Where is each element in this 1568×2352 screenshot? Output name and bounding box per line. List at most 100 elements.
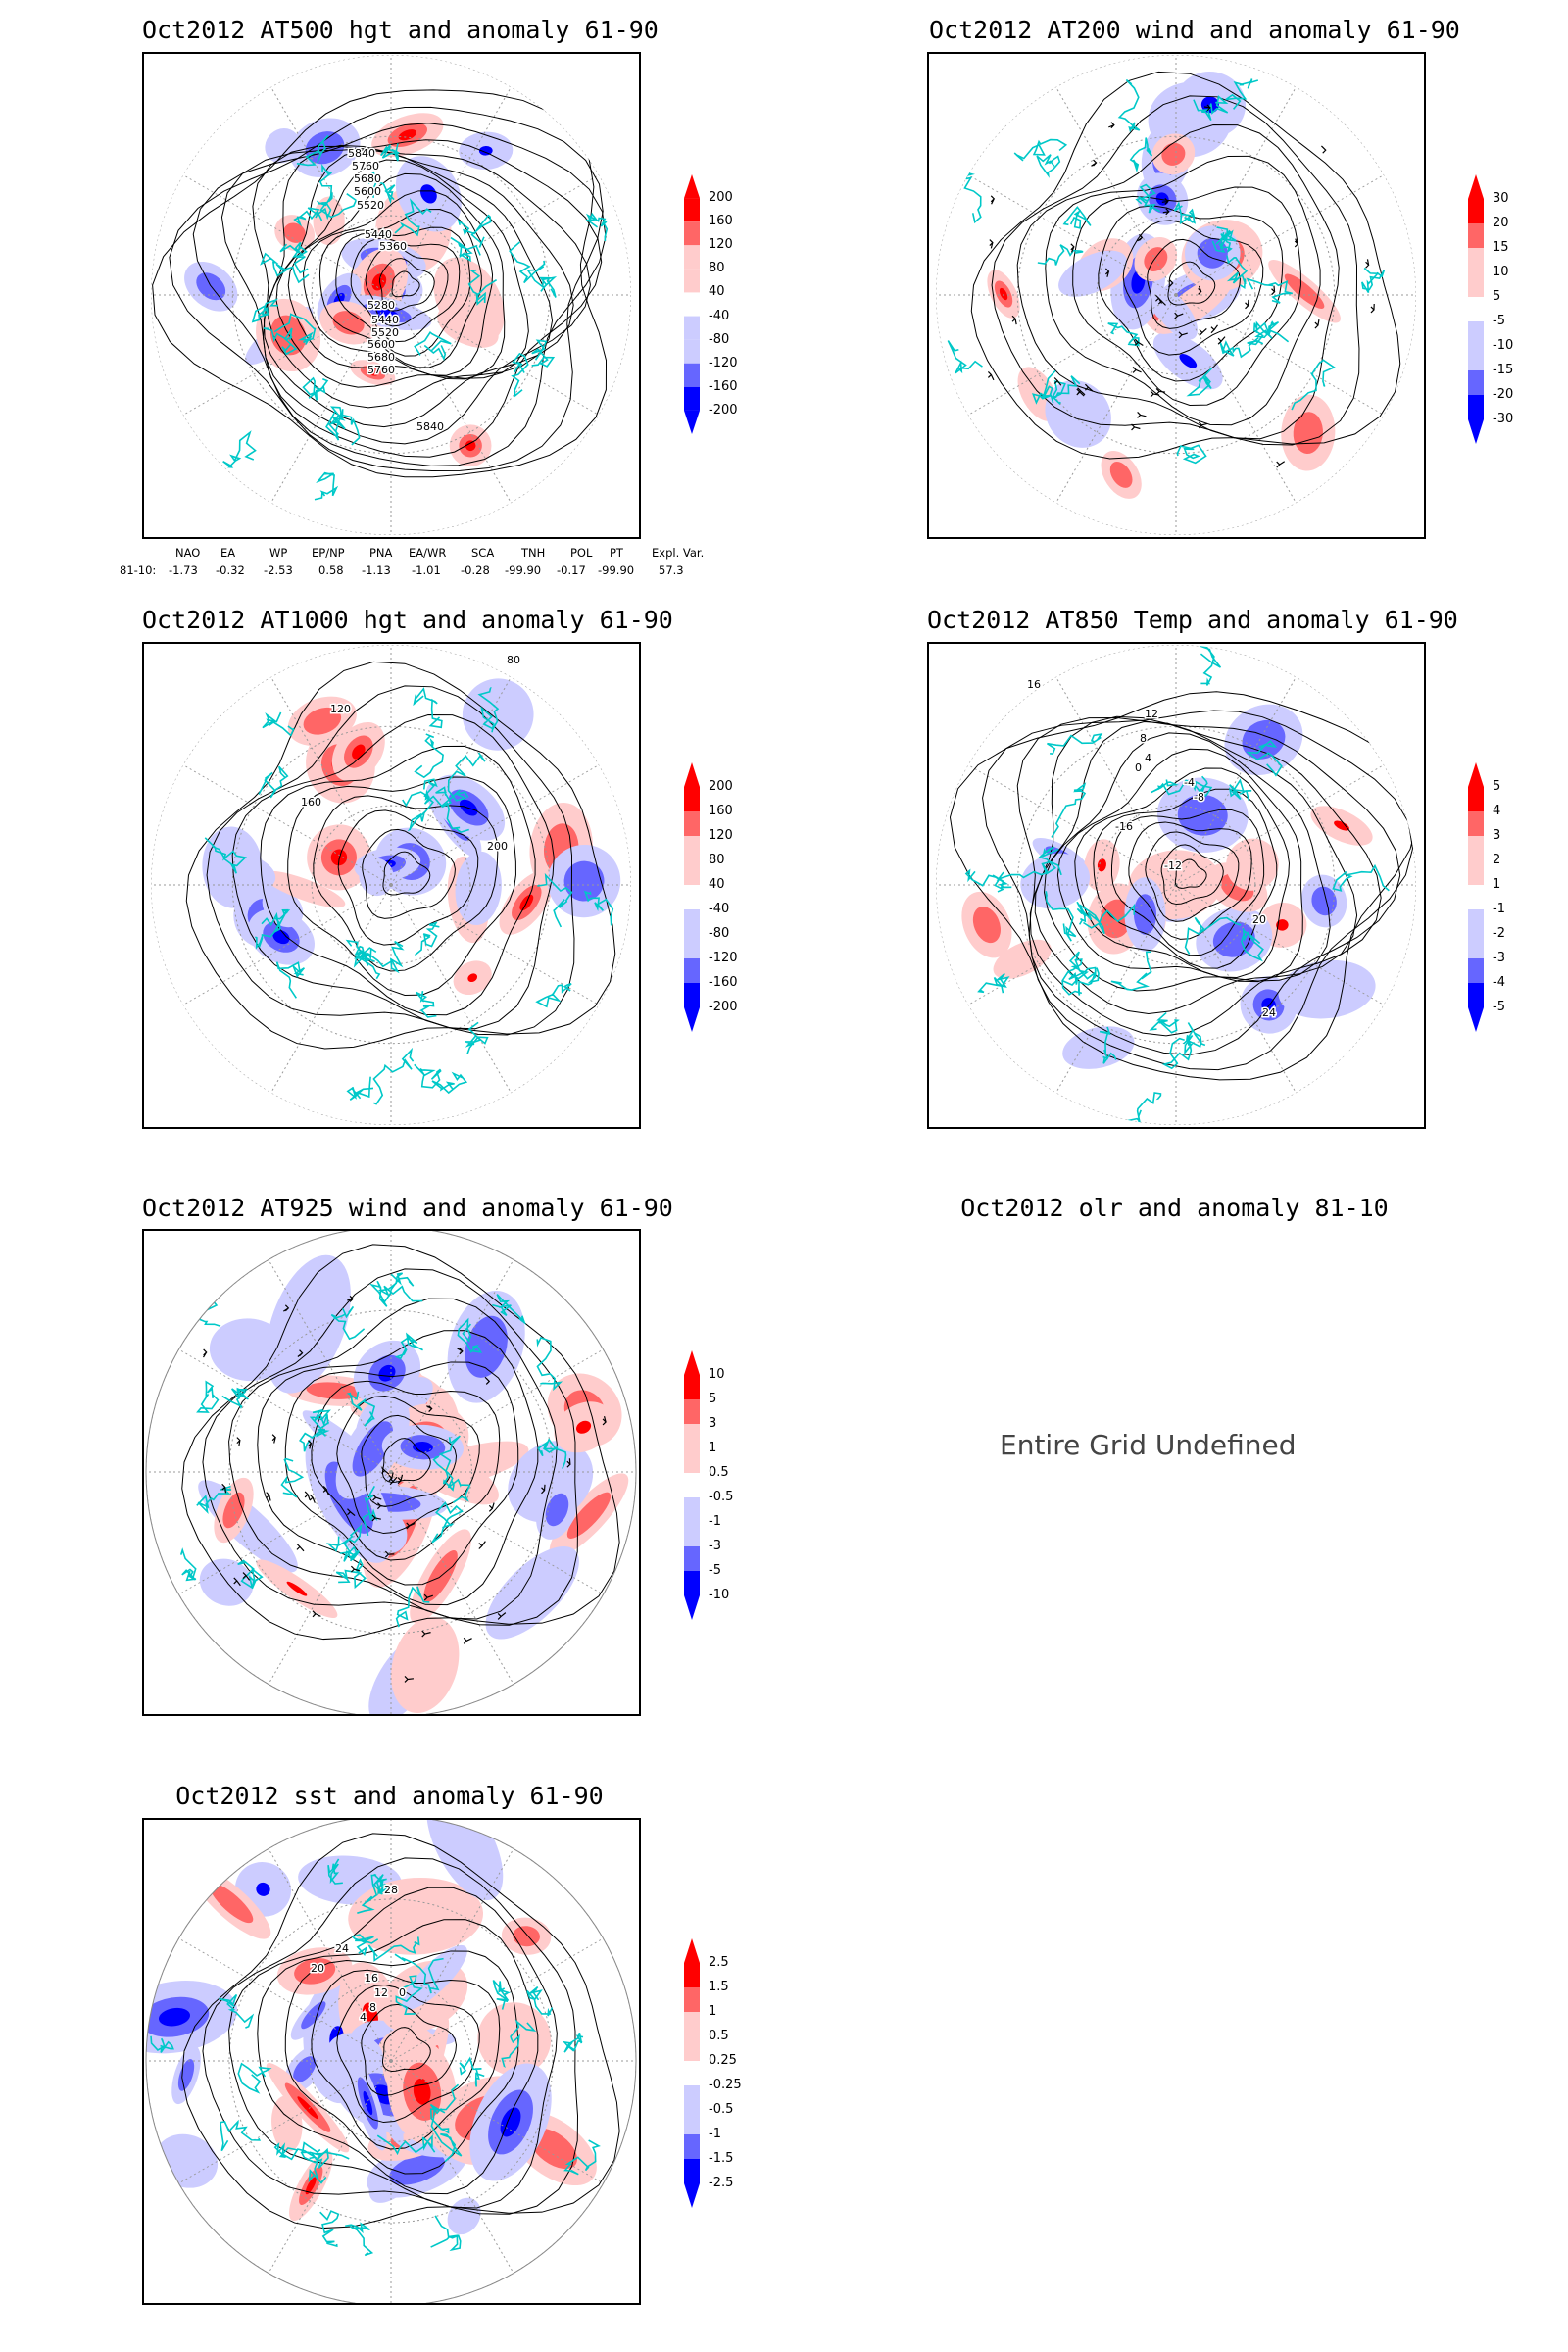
- contour-line: [311, 1380, 501, 1561]
- wind-arrow: [1370, 303, 1375, 314]
- contour-line: [381, 2027, 431, 2072]
- coastline: [335, 1558, 367, 1590]
- coastline: [376, 2133, 436, 2156]
- coastline: [432, 1455, 471, 1503]
- coastline: [960, 170, 982, 224]
- anomaly-shade: [993, 939, 1052, 979]
- disk-outline: [145, 1231, 637, 1714]
- wind-arrow: [426, 1405, 433, 1412]
- coastline: [1226, 255, 1249, 289]
- contour-line: [1160, 844, 1224, 906]
- anomaly-shade: [371, 273, 387, 291]
- wind-arrow: [1210, 324, 1218, 334]
- colorbar-at925: 10 5 3 1 0.5 -0.5 -1 -3 -5 -10: [681, 1350, 769, 1620]
- meridian-line: [390, 1471, 514, 1685]
- map-at850: 16 12 8 4 0 -4 -8 -12 -16 20 24: [927, 642, 1426, 1129]
- colorbar-segment: [1468, 223, 1484, 248]
- value-pna: -1.13: [362, 564, 391, 577]
- wind-arrow: [1150, 390, 1160, 398]
- contour-line: [336, 1395, 480, 1535]
- coastline: [343, 1545, 360, 1562]
- anomaly-shade: [564, 860, 605, 902]
- contour-label: 4: [360, 2011, 367, 2024]
- coastline: [237, 2062, 272, 2094]
- panel-title-at200: Oct2012 AT200 wind and anomaly 61-90: [929, 16, 1460, 44]
- contour-label: -8: [1194, 791, 1204, 804]
- contour-line: [1145, 831, 1240, 922]
- coastline: [964, 868, 1012, 889]
- colorbar-segment: [1468, 346, 1484, 370]
- coastline: [526, 1985, 554, 2017]
- wind-arrow: [388, 1472, 394, 1482]
- coastline: [1038, 846, 1062, 876]
- contour-label: 8: [1140, 732, 1147, 745]
- anomaly-shade: [1109, 462, 1133, 488]
- contour-label: 0: [1135, 761, 1142, 774]
- colorbar-tick-label: 200: [709, 190, 733, 206]
- contour-line: [379, 258, 435, 312]
- coastline: [221, 1387, 249, 1409]
- anomaly-shade: [297, 2096, 318, 2120]
- coastline: [279, 241, 309, 274]
- colorbar-tick-label: -2: [1493, 926, 1505, 941]
- colorbar-tick-label: 10: [709, 1367, 725, 1382]
- anomaly-shade: [210, 1884, 254, 1924]
- coastline: [414, 330, 452, 362]
- coastline: [450, 236, 481, 263]
- colorbar-segment: [684, 2110, 700, 2134]
- wind-arrow: [296, 1543, 305, 1552]
- meridian-line: [182, 884, 392, 1005]
- colorbar-tick-label: 30: [1493, 191, 1509, 206]
- anomaly-shade: [155, 2133, 219, 2188]
- coastline: [325, 1524, 363, 1554]
- colorbar-arrow-bottom: [684, 1595, 700, 1620]
- meridian-line: [390, 884, 512, 1094]
- contour-label: 5840: [348, 147, 375, 160]
- wind-arrow: [1294, 238, 1299, 248]
- contour-line: [228, 1298, 558, 1620]
- wind-arrow: [312, 1610, 321, 1618]
- contour-label: 5440: [365, 228, 392, 241]
- coastline: [977, 972, 1010, 994]
- coastline: [430, 2215, 462, 2252]
- wind-arrow: [1091, 159, 1098, 167]
- contour-line: [1072, 186, 1301, 407]
- coastline: [1067, 966, 1100, 985]
- anomaly-shade: [402, 1944, 467, 2010]
- coastline: [1047, 733, 1103, 756]
- coastline: [314, 471, 339, 501]
- contour-label: 5360: [379, 240, 407, 253]
- coastline: [1190, 775, 1213, 798]
- colorbar-tick-label: 3: [709, 1416, 717, 1431]
- meridian-line: [182, 764, 392, 886]
- anomaly-shade: [420, 184, 437, 204]
- row-label: 81-10:: [120, 564, 157, 577]
- coastline: [299, 1428, 330, 1452]
- coastline: [414, 1063, 442, 1089]
- colorbar-tick-label: -160: [709, 975, 738, 990]
- colorbar-tick-label: -15: [1493, 363, 1514, 377]
- contour-line: [185, 661, 616, 1050]
- coastline: [1193, 95, 1229, 122]
- anomaly-shade: [485, 1545, 579, 1640]
- wind-arrow: [389, 1476, 398, 1486]
- meridian-line: [1055, 884, 1177, 1094]
- wind-arrow: [1131, 423, 1141, 431]
- coastline: [465, 1021, 489, 1054]
- coastline: [254, 911, 279, 950]
- colorbar-tick-label: -1.5: [709, 2151, 734, 2166]
- wind-arrow: [497, 1612, 507, 1620]
- meridian-line: [967, 294, 1177, 416]
- value-epnp: 0.58: [318, 564, 344, 577]
- wind-arrow: [233, 1577, 241, 1587]
- colorbar-segment: [684, 934, 700, 958]
- coastline: [537, 872, 573, 928]
- coastline: [263, 327, 298, 356]
- colorbar-segment: [684, 1399, 700, 1424]
- coastline: [300, 2147, 329, 2184]
- colorbar-segment: [1468, 811, 1484, 836]
- contour-line: [287, 776, 516, 997]
- wind-arrow: [1178, 331, 1188, 339]
- coastline: [317, 193, 358, 220]
- contour-line: [202, 1857, 579, 2215]
